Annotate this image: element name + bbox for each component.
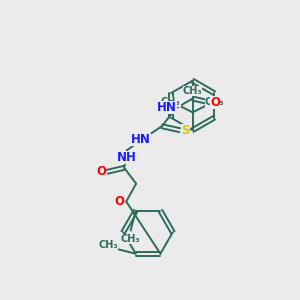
Text: CH₃: CH₃	[121, 233, 140, 244]
Text: CH₃: CH₃	[98, 240, 118, 250]
Text: CH₃: CH₃	[161, 98, 181, 107]
Text: HN: HN	[131, 133, 151, 146]
Text: HN: HN	[157, 101, 177, 114]
Text: O: O	[97, 165, 106, 178]
Text: S: S	[182, 124, 190, 137]
Text: CH₃: CH₃	[183, 85, 202, 96]
Text: O: O	[114, 195, 124, 208]
Text: NH: NH	[117, 152, 137, 164]
Text: CH₃: CH₃	[205, 98, 224, 107]
Text: O: O	[210, 96, 220, 109]
